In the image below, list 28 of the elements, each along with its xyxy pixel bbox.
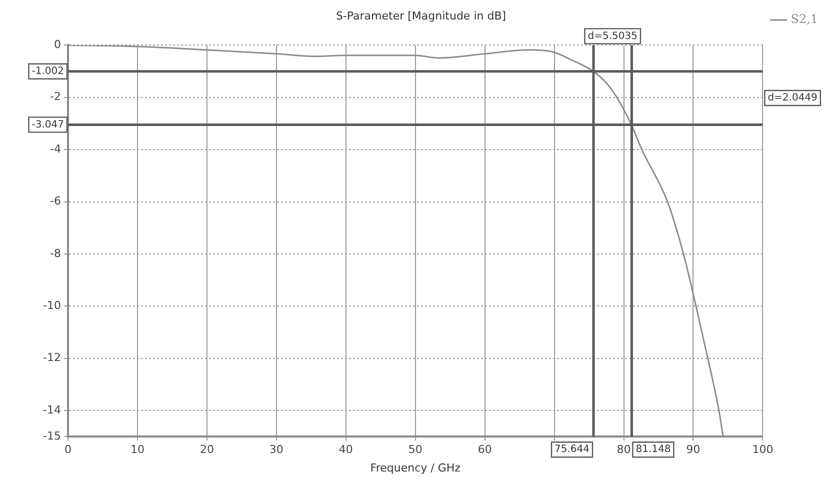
x-tick-label: 20 [200, 443, 214, 456]
text: d=2.0449 [768, 92, 818, 104]
x-tick-label: 100 [752, 443, 774, 456]
y-tick-label: -8 [50, 246, 61, 260]
y-tick-label: -10 [43, 298, 61, 312]
x-tick-label: 40 [338, 443, 353, 456]
x-tick-label: 90 [686, 443, 700, 456]
ref-line-label: -1.002 [32, 66, 64, 77]
x-tick-label: 10 [130, 443, 144, 456]
y-tick-label: -6 [50, 194, 61, 208]
y-tick-label: -2 [50, 90, 61, 104]
x-tick-label: 50 [408, 443, 422, 456]
x-tick-label: 0 [64, 443, 72, 456]
y-tick-label: -12 [43, 351, 61, 364]
x-axis-title: Frequency / GHz [370, 461, 461, 474]
y-tick-label: -4 [50, 142, 61, 156]
x-tick-label: 80 [616, 443, 631, 456]
legend-label: S2,1 [790, 12, 818, 26]
x-tick-label: 60 [478, 443, 492, 456]
chart-title: S-Parameter [Magnitude in dB] [336, 9, 506, 22]
y-tick-label: -15 [43, 429, 61, 442]
y-tick-label: -14 [43, 403, 61, 416]
ref-line-label: -3.047 [32, 119, 64, 130]
y-tick-label: 0 [54, 38, 61, 52]
ref-line-label: 75.644 [554, 444, 590, 456]
ref-line-label: 81.148 [636, 444, 671, 456]
x-tick-label: 30 [269, 443, 284, 456]
text: d=5.5035 [588, 30, 638, 42]
